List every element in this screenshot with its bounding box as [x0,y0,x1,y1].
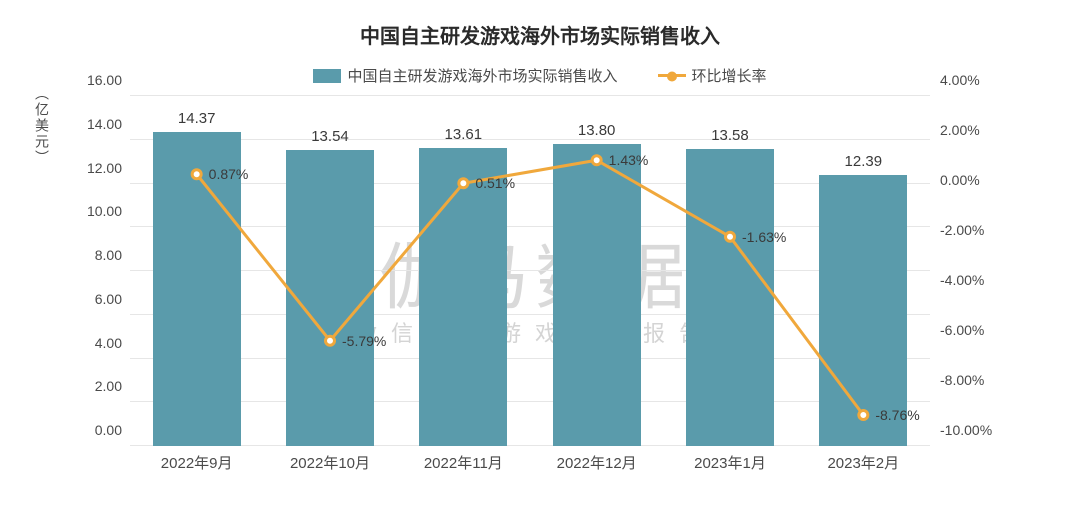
x-category: 2022年10月 [263,446,396,476]
legend-item-line: 环比增长率 [658,65,767,86]
line-marker [192,170,201,179]
y-left-tick: 16.00 [72,72,122,88]
y-left-tick: 2.00 [72,378,122,394]
y-right-tick: -6.00% [940,322,1000,338]
line-layer [130,96,930,446]
y-axis-right: -10.00% -8.00% -6.00% -4.00% -2.00% 0.00% 2.00… [940,96,1000,446]
line-marker [859,411,868,420]
y-right-tick: 2.00% [940,122,1000,138]
growth-line [197,160,864,415]
legend-item-bar: 中国自主研发游戏海外市场实际销售收入 [313,65,617,86]
y-left-tick: 10.00 [72,203,122,219]
line-value-label: 0.51% [475,175,515,191]
line-marker [592,156,601,165]
y-left-tick: 12.00 [72,160,122,176]
y-right-tick: 0.00% [940,172,1000,188]
x-category: 2022年12月 [530,446,663,476]
y-right-tick: -2.00% [940,222,1000,238]
plot-area: 14.3713.5413.6113.8013.5812.39 0.87%-5.7… [130,96,930,446]
line-marker [459,179,468,188]
plot-zone: （亿美元） 伽马数据 微信号：游戏产业报告 0.002.004.006.008.… [80,96,990,476]
y-right-tick: -10.00% [940,422,1000,438]
x-category: 2022年9月 [130,446,263,476]
y-left-tick: 8.00 [72,247,122,263]
chart-title: 中国自主研发游戏海外市场实际销售收入 [30,20,1050,49]
line-value-label: 0.87% [209,166,249,182]
y-axis-left: 0.002.004.006.008.0010.0012.0014.0016.00 [72,96,122,446]
line-value-label: -8.76% [875,407,919,423]
y-left-tick: 6.00 [72,291,122,307]
y-left-tick: 0.00 [72,422,122,438]
y-left-tick: 4.00 [72,335,122,351]
line-value-label: -1.63% [742,229,786,245]
line-value-label: -5.79% [342,333,386,349]
x-axis: 2022年9月2022年10月2022年11月2022年12月2023年1月20… [130,446,930,476]
y-right-tick: 4.00% [940,72,1000,88]
line-marker [726,232,735,241]
legend-swatch-line [658,74,686,77]
x-category: 2022年11月 [397,446,530,476]
y-left-tick: 14.00 [72,116,122,132]
legend-line-label: 环比增长率 [692,65,767,86]
chart-container: 中国自主研发游戏海外市场实际销售收入 中国自主研发游戏海外市场实际销售收入 环比… [0,0,1080,516]
line-marker [326,336,335,345]
y-axis-left-label: （亿美元） [32,86,52,166]
legend-bar-label: 中国自主研发游戏海外市场实际销售收入 [347,65,617,86]
x-category: 2023年2月 [797,446,930,476]
x-category: 2023年1月 [663,446,796,476]
line-value-label: 1.43% [609,152,649,168]
legend-swatch-bar [313,69,341,83]
y-right-tick: -4.00% [940,272,1000,288]
chart-legend: 中国自主研发游戏海外市场实际销售收入 环比增长率 [30,65,1050,86]
y-right-tick: -8.00% [940,372,1000,388]
